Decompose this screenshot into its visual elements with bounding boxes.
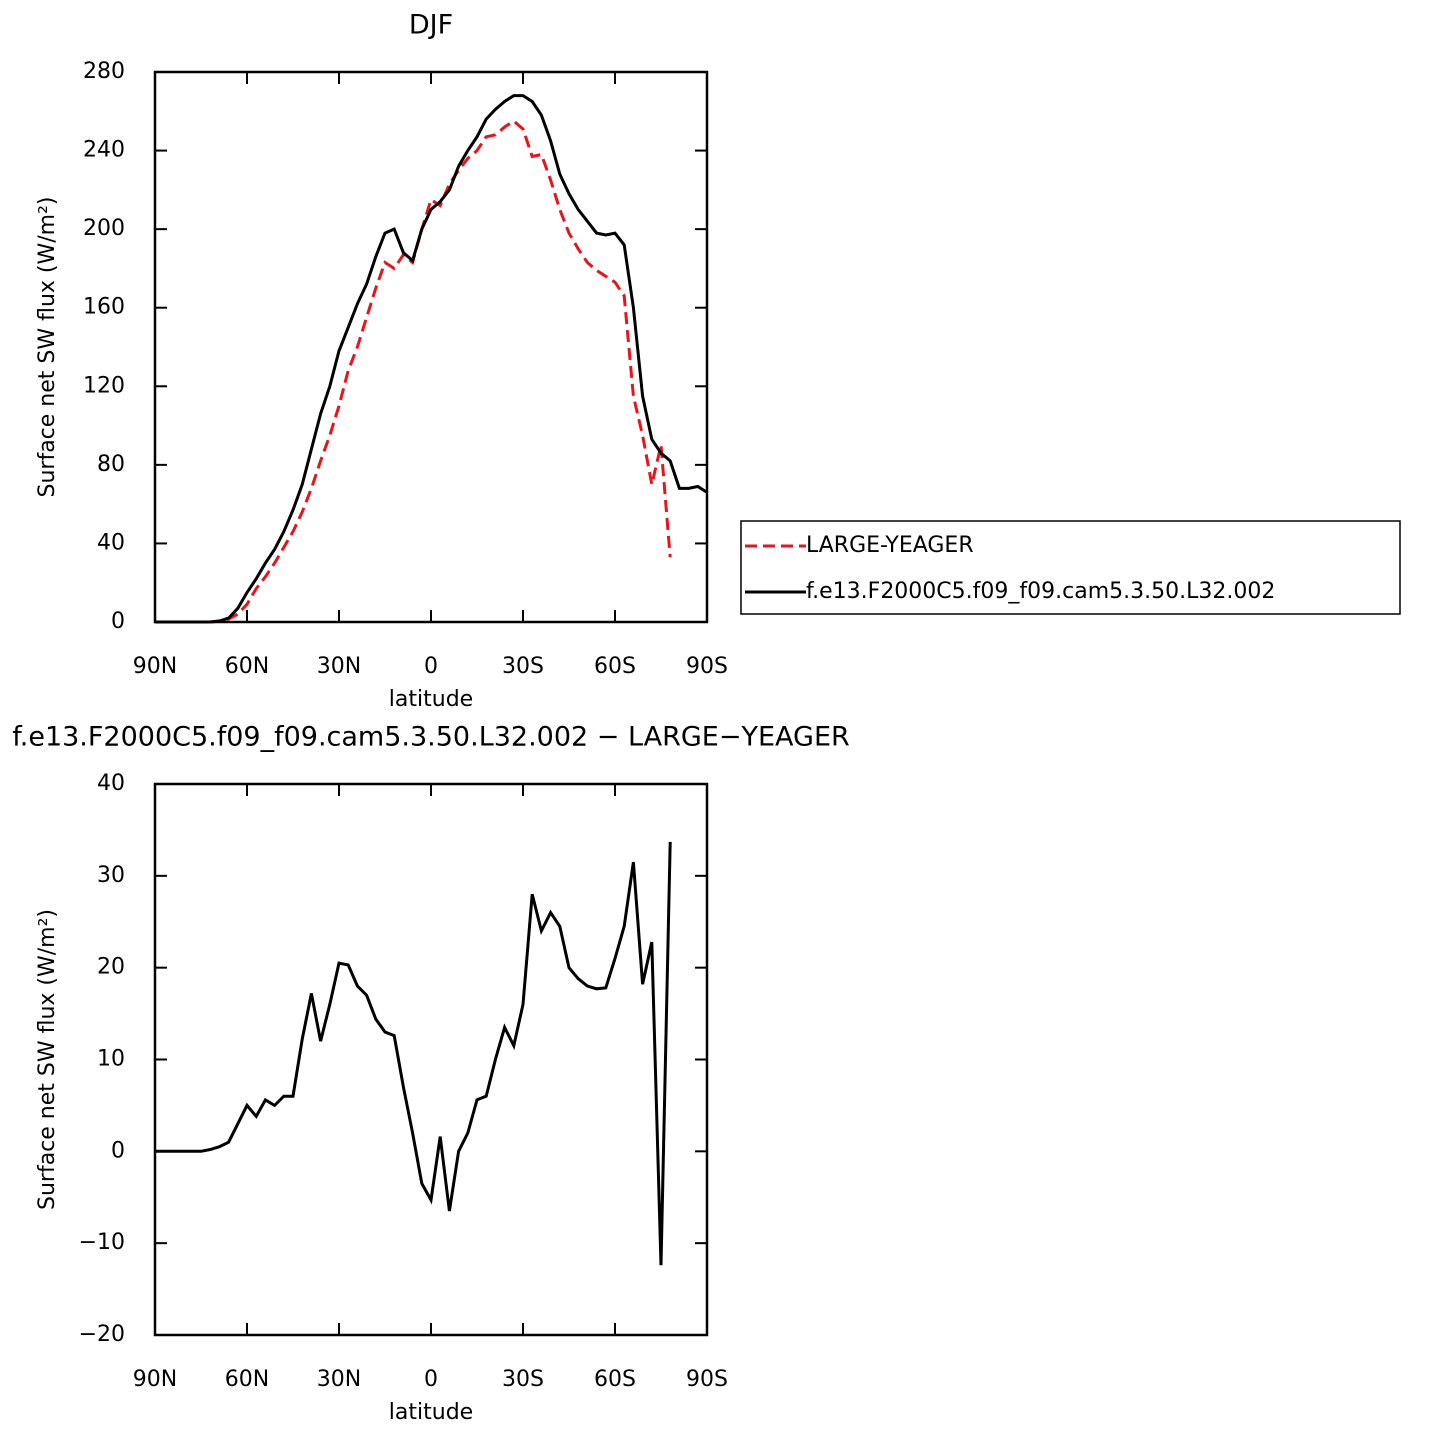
- y-tick-label: 40: [97, 771, 125, 796]
- x-tick-label: 60S: [594, 654, 636, 679]
- x-tick-label: 30N: [317, 1367, 361, 1392]
- x-axis-label: latitude: [389, 1400, 473, 1425]
- y-tick-label: 10: [97, 1047, 125, 1072]
- legend-label: LARGE-YEAGER: [806, 533, 974, 558]
- y-tick-label: 120: [83, 373, 125, 398]
- y-tick-label: 0: [111, 609, 125, 634]
- y-tick-label: 30: [97, 863, 125, 888]
- plot-frame: [153, 70, 709, 624]
- x-tick-label: 60S: [594, 1367, 636, 1392]
- y-tick-label: 80: [97, 452, 125, 477]
- legend-label: f.e13.F2000C5.f09_f09.cam5.3.50.L32.002: [806, 579, 1275, 604]
- x-tick-label: 90S: [686, 1367, 728, 1392]
- y-tick-label: 160: [83, 295, 125, 320]
- x-tick-label: 60N: [225, 654, 269, 679]
- x-tick-label: 90N: [133, 1367, 177, 1392]
- x-axis-label: latitude: [389, 687, 473, 712]
- x-tick-label: 0: [424, 1367, 438, 1392]
- x-tick-label: 30N: [317, 654, 361, 679]
- y-tick-label: −10: [79, 1230, 125, 1255]
- y-tick-label: 280: [83, 59, 125, 84]
- chart-title: f.e13.F2000C5.f09_f09.cam5.3.50.L32.002 …: [12, 722, 850, 753]
- y-axis-label: Surface net SW flux (W/m²): [35, 909, 60, 1210]
- x-tick-label: 90N: [133, 654, 177, 679]
- y-tick-label: 240: [83, 138, 125, 163]
- y-tick-label: 200: [83, 216, 125, 241]
- y-tick-label: 0: [111, 1138, 125, 1163]
- chart-title: DJF: [409, 10, 453, 41]
- plot-frame: [153, 782, 709, 1337]
- data-line: [155, 841, 672, 1266]
- y-tick-label: 40: [97, 530, 125, 555]
- x-tick-label: 60N: [225, 1367, 269, 1392]
- y-axis-label: Surface net SW flux (W/m²): [35, 196, 60, 497]
- data-line: [155, 119, 672, 624]
- y-tick-label: 20: [97, 955, 125, 980]
- legend-frame: [740, 520, 1401, 615]
- x-tick-label: 0: [424, 654, 438, 679]
- x-tick-label: 30S: [502, 1367, 544, 1392]
- x-tick-label: 90S: [686, 654, 728, 679]
- data-line: [155, 94, 708, 624]
- x-tick-label: 30S: [502, 654, 544, 679]
- y-tick-label: −20: [79, 1322, 125, 1347]
